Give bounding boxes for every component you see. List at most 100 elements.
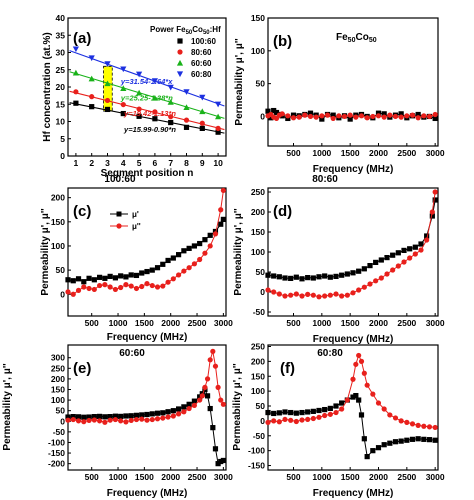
data-point [276,291,282,297]
data-point [149,282,155,289]
data-point [381,406,387,412]
data-point [133,272,140,279]
panel-c-xlabel: Frequency (MHz) [107,332,188,343]
data-point [86,417,92,424]
data-point [81,414,87,420]
data-point [218,458,224,465]
data-point [120,101,126,108]
data-point [123,282,129,288]
y-tick-label: 100 [251,386,265,396]
y-tick-label: 200 [251,207,265,217]
panel-e: (e) 60:60 Frequency (MHz) Permeability μ… [2,344,233,499]
panel-a-label: (a) [73,30,91,47]
data-point [384,255,390,261]
data-point [265,409,271,416]
data-point [102,414,108,420]
panel-f-title: 60:80 [317,348,343,359]
panel-f-label: (f) [280,360,295,377]
data-point [421,436,427,442]
data-point [191,261,197,267]
x-tick-label: 9 [200,158,205,168]
legend-title-post: :Hf [210,25,221,34]
x-tick-label: 3000 [214,472,233,482]
data-point [265,287,271,293]
data-point [218,397,224,403]
data-point [220,187,226,194]
data-point [271,107,277,114]
data-point [401,259,407,265]
legend-label: 80:60 [191,48,212,57]
data-point [324,112,331,118]
data-point [202,384,208,390]
data-point [370,113,376,120]
data-point [199,94,206,101]
fit-line [69,102,225,134]
panel-c-title: 100:60 [104,174,136,185]
data-point [128,272,134,278]
data-point [149,411,155,417]
data-point [107,414,113,420]
data-point [407,246,413,252]
panel-f: (f) 60:80 Frequency (MHz) Permeability μ… [232,341,445,499]
data-point [350,270,356,276]
panel-c-plot-frame [67,187,227,317]
data-point [327,405,333,411]
data-point [330,112,336,118]
panel-f-ylabel: Permeability μ', μ'' [232,363,243,450]
x-tick-label: 1000 [312,318,331,328]
data-point [139,412,145,418]
y-tick-label: 50 [256,267,266,277]
data-point [361,370,367,376]
data-point [276,410,282,416]
data-point [165,414,171,420]
y-tick-label: 100 [51,395,65,405]
y-tick-label: 300 [51,353,65,363]
y-tick-label: 150 [51,217,65,227]
legend-marker-mu-real [116,211,122,217]
data-point [415,422,421,428]
data-point [144,417,150,423]
x-tick-label: 1500 [135,318,154,328]
y-tick-label: 200 [251,356,265,366]
title-sub1: 50 [348,37,356,44]
x-tick-label: 2000 [369,148,388,158]
data-point [167,84,174,91]
legend-marker [176,71,184,78]
data-point [118,273,124,279]
fit-line [69,90,225,131]
data-point [215,129,221,135]
data-point [215,101,222,108]
data-point [181,248,187,254]
x-tick-label: 1500 [341,318,360,328]
data-point [305,409,311,415]
data-point [197,394,203,400]
data-point [70,291,76,297]
data-point [86,285,92,292]
data-point [199,108,206,115]
data-point [322,412,328,419]
data-point [123,419,129,425]
data-point [91,414,97,420]
data-point [316,414,322,420]
data-point [73,89,79,95]
data-point [432,437,438,443]
y-tick-label: 200 [51,193,65,203]
x-tick-label: 500 [85,318,99,328]
data-point [197,397,203,403]
data-point [118,284,124,291]
data-point [412,251,418,257]
data-point [136,106,142,112]
x-tick-label: 2500 [397,318,416,328]
data-point [344,271,350,277]
y-tick-label: 200 [51,374,65,384]
data-point [112,413,118,419]
data-point [415,436,421,442]
data-point [160,415,166,421]
x-tick-label: 1500 [135,472,154,482]
data-point [89,104,95,110]
panel-d-title: 80:60 [312,174,338,185]
data-point [313,114,319,120]
panel-b-ylabel: Permeability μ', μ'' [234,38,245,125]
data-point [107,284,113,290]
data-point [186,401,192,407]
